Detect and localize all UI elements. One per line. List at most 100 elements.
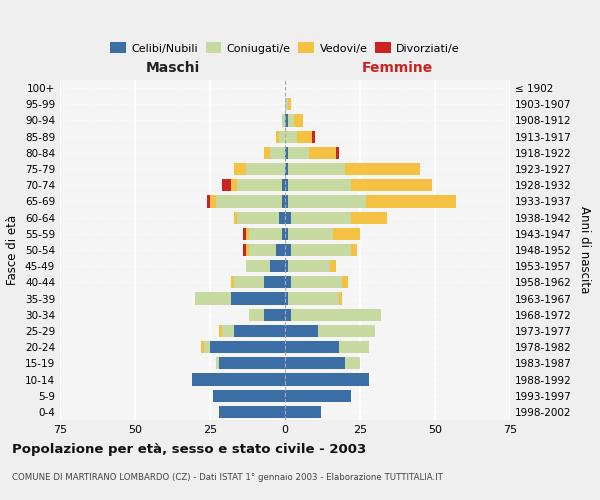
Bar (237, 212, 279, 224)
Bar (366, 196, 456, 207)
Bar (279, 212, 285, 224)
Bar (234, 212, 237, 224)
Bar (342, 276, 348, 288)
Bar (285, 374, 369, 386)
Bar (351, 244, 357, 256)
Bar (195, 292, 231, 304)
Bar (288, 228, 333, 240)
Bar (285, 390, 351, 402)
Bar (210, 341, 285, 353)
Bar (219, 358, 285, 370)
Bar (246, 244, 249, 256)
Bar (279, 130, 285, 142)
Bar (234, 325, 285, 337)
Bar (291, 244, 351, 256)
Bar (249, 308, 264, 321)
Text: Popolazione per età, sesso e stato civile - 2003: Popolazione per età, sesso e stato civil… (12, 442, 366, 456)
Bar (285, 260, 288, 272)
Bar (282, 196, 285, 207)
Bar (288, 147, 309, 159)
Bar (285, 98, 288, 110)
Bar (264, 147, 270, 159)
Bar (318, 325, 375, 337)
Bar (243, 244, 246, 256)
Bar (246, 228, 249, 240)
Bar (285, 244, 291, 256)
Bar (243, 228, 246, 240)
Bar (210, 196, 216, 207)
Bar (351, 212, 387, 224)
Bar (339, 341, 369, 353)
Bar (249, 228, 282, 240)
Bar (339, 292, 342, 304)
Bar (285, 163, 288, 175)
Bar (288, 114, 294, 126)
Bar (216, 196, 282, 207)
Bar (285, 196, 288, 207)
Bar (270, 147, 285, 159)
Bar (285, 212, 291, 224)
Bar (288, 179, 351, 192)
Bar (333, 228, 360, 240)
Y-axis label: Fasce di età: Fasce di età (7, 215, 19, 285)
Bar (288, 260, 330, 272)
Bar (222, 179, 231, 192)
Bar (345, 163, 420, 175)
Bar (234, 163, 246, 175)
Bar (285, 325, 318, 337)
Bar (351, 179, 432, 192)
Bar (294, 114, 303, 126)
Bar (231, 292, 285, 304)
Bar (285, 358, 345, 370)
Bar (291, 308, 381, 321)
Bar (288, 292, 339, 304)
Text: Femmine: Femmine (362, 61, 433, 75)
Bar (288, 163, 345, 175)
Bar (336, 147, 339, 159)
Bar (207, 196, 210, 207)
Legend: Celibi/Nubili, Coniugati/e, Vedovi/e, Divorziati/e: Celibi/Nubili, Coniugati/e, Vedovi/e, Di… (106, 38, 464, 58)
Text: Maschi: Maschi (145, 61, 200, 75)
Bar (249, 244, 276, 256)
Bar (213, 390, 285, 402)
Bar (246, 260, 270, 272)
Bar (330, 260, 336, 272)
Bar (285, 292, 288, 304)
Bar (282, 114, 285, 126)
Bar (234, 276, 264, 288)
Bar (288, 196, 366, 207)
Bar (285, 308, 291, 321)
Bar (219, 406, 285, 418)
Bar (285, 341, 339, 353)
Bar (231, 276, 234, 288)
Bar (345, 358, 360, 370)
Text: COMUNE DI MARTIRANO LOMBARDO (CZ) - Dati ISTAT 1° gennaio 2003 - Elaborazione TU: COMUNE DI MARTIRANO LOMBARDO (CZ) - Dati… (12, 472, 443, 482)
Bar (312, 130, 315, 142)
Bar (282, 228, 285, 240)
Bar (264, 308, 285, 321)
Bar (291, 212, 351, 224)
Bar (288, 98, 291, 110)
Bar (276, 244, 285, 256)
Bar (276, 130, 279, 142)
Bar (285, 406, 321, 418)
Bar (285, 147, 288, 159)
Bar (282, 179, 285, 192)
Bar (219, 325, 222, 337)
Bar (216, 358, 219, 370)
Bar (309, 147, 336, 159)
Bar (237, 179, 282, 192)
Bar (270, 260, 285, 272)
Bar (285, 228, 288, 240)
Y-axis label: Anni di nascita: Anni di nascita (578, 206, 591, 294)
Bar (192, 374, 285, 386)
Bar (264, 276, 285, 288)
Bar (285, 179, 288, 192)
Bar (222, 325, 234, 337)
Bar (285, 130, 297, 142)
Bar (297, 130, 312, 142)
Bar (246, 163, 285, 175)
Bar (231, 179, 237, 192)
Bar (285, 114, 288, 126)
Bar (285, 276, 291, 288)
